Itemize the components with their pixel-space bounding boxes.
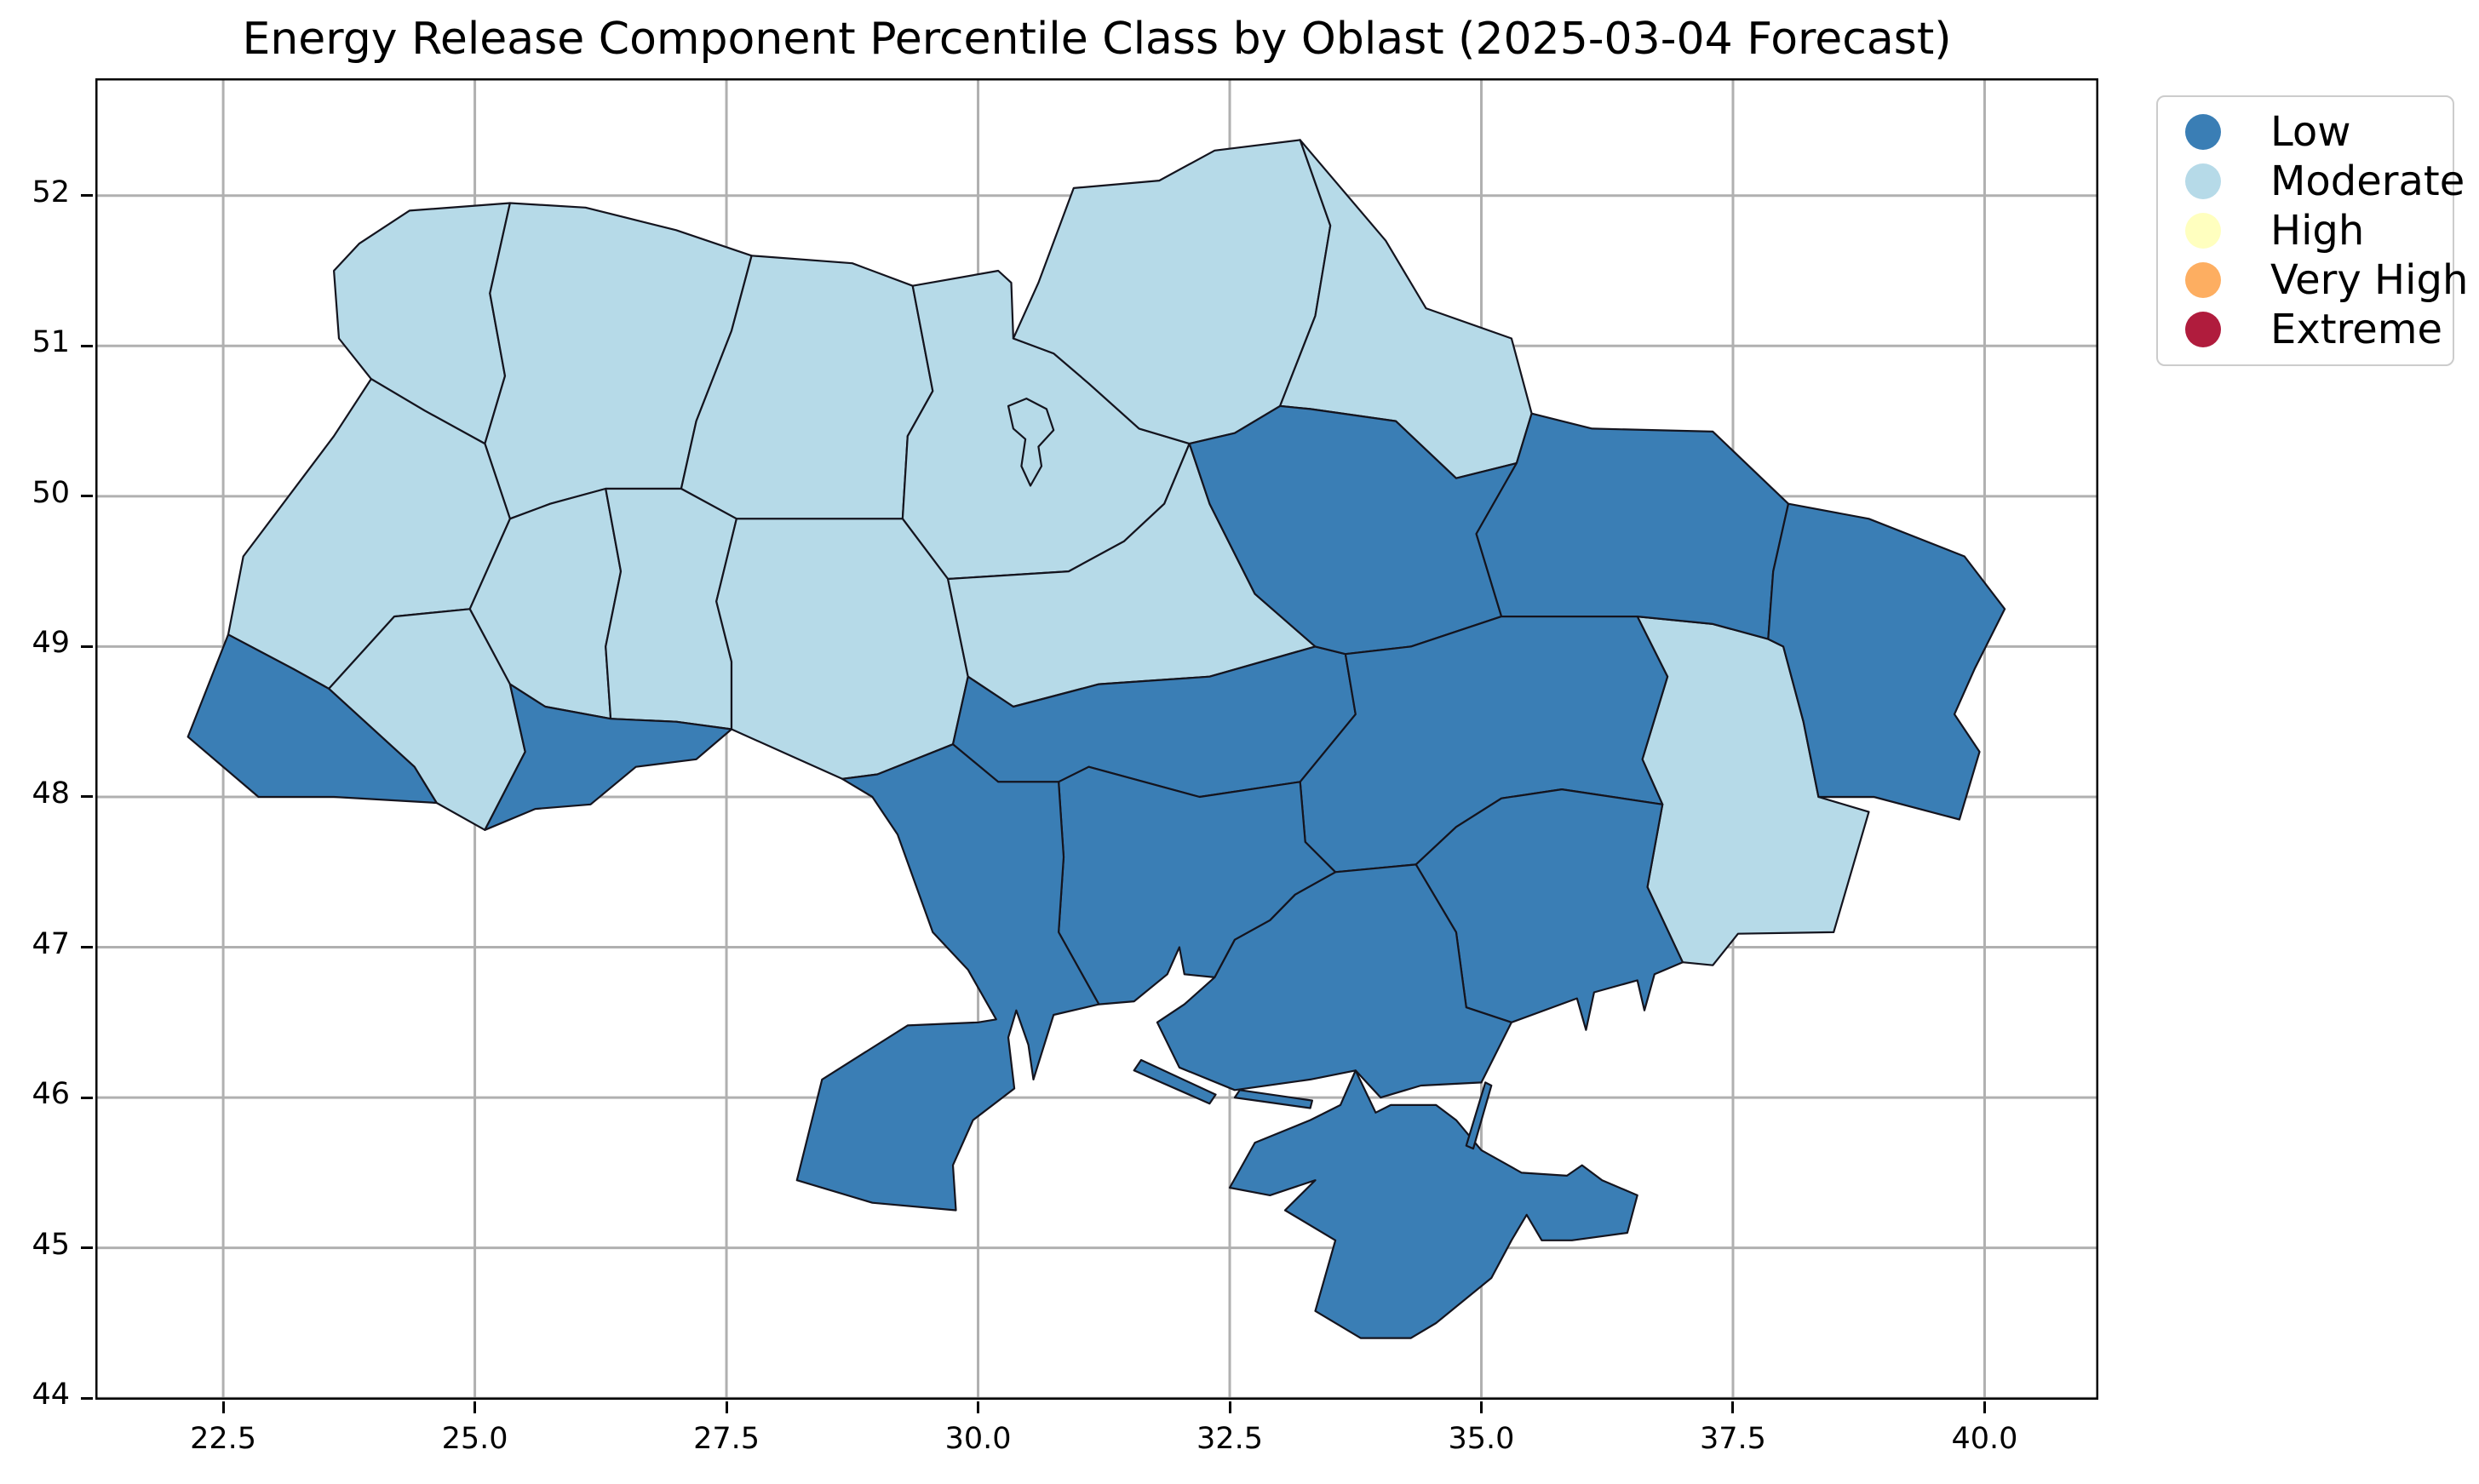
legend-label: Very High xyxy=(2270,256,2469,304)
x-tick-mark-35 xyxy=(1479,1401,1483,1413)
y-tick-mark-52 xyxy=(81,194,93,198)
x-tick-mark-37.5 xyxy=(1731,1401,1735,1413)
spit-arabat-spit xyxy=(1465,1081,1493,1150)
legend-swatch-icon xyxy=(2185,213,2221,249)
y-tick-label-52: 52 xyxy=(32,175,70,209)
legend-label: Moderate xyxy=(2270,158,2465,205)
x-tick-mark-30 xyxy=(977,1401,980,1413)
legend: Low Moderate High Very High Extreme xyxy=(2156,95,2468,366)
y-tick-label-48: 48 xyxy=(32,776,70,811)
legend-swatch-icon xyxy=(2185,312,2221,347)
y-tick-mark-48 xyxy=(81,795,93,799)
y-tick-mark-45 xyxy=(81,1246,93,1250)
legend-entry-high: High xyxy=(2158,207,2453,255)
legend-label: Low xyxy=(2270,108,2351,156)
y-tick-mark-44 xyxy=(81,1396,93,1400)
legend-entry-very-high: Very High xyxy=(2158,256,2468,304)
x-tick-mark-27.5 xyxy=(725,1401,728,1413)
y-tick-mark-47 xyxy=(81,946,93,949)
y-tick-mark-50 xyxy=(81,495,93,498)
y-tick-label-47: 47 xyxy=(32,926,70,961)
legend-label: High xyxy=(2270,207,2365,255)
y-tick-label-50: 50 xyxy=(32,475,70,510)
x-tick-label-27.5: 27.5 xyxy=(693,1422,760,1456)
x-tick-label-40: 40.0 xyxy=(1951,1422,2018,1456)
x-tick-mark-22.5 xyxy=(221,1401,225,1413)
x-tick-label-37.5: 37.5 xyxy=(1699,1422,1766,1456)
ukraine-choropleth-map xyxy=(95,78,2098,1400)
plot-area xyxy=(95,78,2098,1400)
legend-label: Extreme xyxy=(2270,306,2443,353)
legend-entry-moderate: Moderate xyxy=(2158,158,2465,205)
oblast-zakarpattia xyxy=(186,633,438,805)
spit-tendra-spit xyxy=(1133,1058,1217,1105)
y-tick-mark-46 xyxy=(81,1096,93,1099)
oblast-vinnytsia xyxy=(715,518,969,780)
oblast-crimea xyxy=(1228,1069,1638,1339)
legend-entry-low: Low xyxy=(2158,108,2453,156)
x-tick-label-32.5: 32.5 xyxy=(1196,1422,1263,1456)
oblast-zaporizhzhia xyxy=(1415,788,1684,1031)
x-tick-label-35: 35.0 xyxy=(1448,1422,1515,1456)
oblast-luhansk xyxy=(1767,502,2006,821)
spit-dzharylhach-spit xyxy=(1233,1089,1314,1109)
y-tick-label-44: 44 xyxy=(32,1378,70,1412)
y-tick-mark-49 xyxy=(81,645,93,648)
y-tick-mark-51 xyxy=(81,344,93,347)
y-tick-label-45: 45 xyxy=(32,1227,70,1262)
x-tick-label-30: 30.0 xyxy=(944,1422,1012,1456)
oblast-kyiv-city xyxy=(1007,398,1055,487)
legend-swatch-icon xyxy=(2185,262,2221,298)
x-tick-mark-25 xyxy=(473,1401,477,1413)
x-tick-mark-32.5 xyxy=(1228,1401,1231,1413)
oblast-kharkiv xyxy=(1475,412,1790,640)
y-tick-label-51: 51 xyxy=(32,325,70,360)
oblast-odesa xyxy=(795,743,1100,1212)
x-tick-label-25: 25.0 xyxy=(441,1422,508,1456)
chart-title: Energy Release Component Percentile Clas… xyxy=(242,14,1952,65)
x-tick-label-22.5: 22.5 xyxy=(190,1422,257,1456)
x-tick-mark-40 xyxy=(1983,1401,1986,1413)
y-tick-label-46: 46 xyxy=(32,1077,70,1112)
legend-entry-extreme: Extreme xyxy=(2158,306,2453,353)
oblast-khmelnytskyi xyxy=(605,487,738,731)
legend-swatch-icon xyxy=(2185,114,2221,150)
oblast-chernivtsi xyxy=(484,683,733,831)
legend-swatch-icon xyxy=(2185,163,2221,199)
y-tick-label-49: 49 xyxy=(32,626,70,661)
